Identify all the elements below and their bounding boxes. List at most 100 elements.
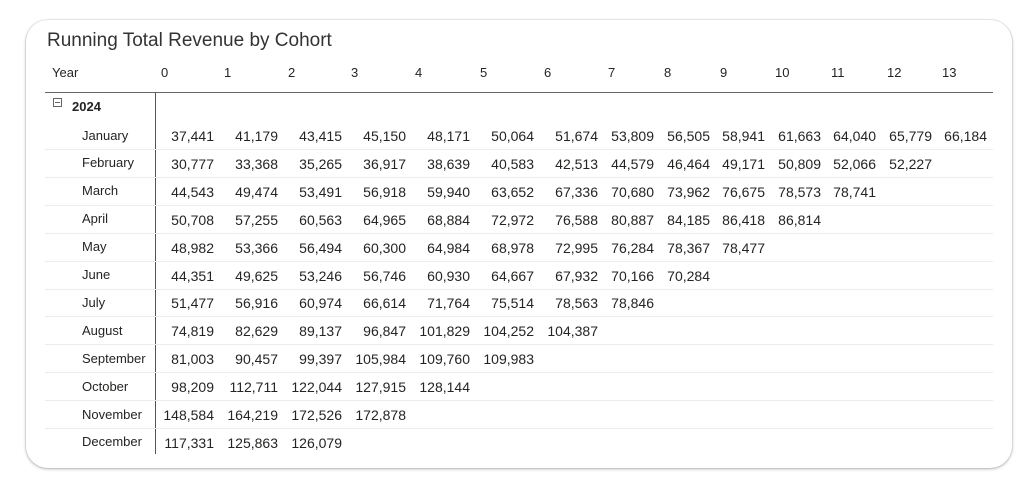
column-header-0[interactable]: 0 [161,65,169,80]
table-cell: 49,474 [235,183,278,200]
row-label-october[interactable]: October [82,378,129,394]
header-divider [45,92,993,93]
year-group-label[interactable]: 2024 [72,99,101,114]
table-cell: 81,003 [171,351,214,368]
table-cell: 56,916 [235,295,278,312]
table-cell: 50,064 [491,128,534,144]
table-cell: 35,265 [299,155,342,172]
column-header-12[interactable]: 12 [887,65,902,80]
table-cell: 78,367 [667,239,710,256]
row-label-december[interactable]: December [82,434,142,450]
table-cell: 30,777 [171,155,214,172]
table-cell: 78,846 [611,295,654,312]
table-cell: 90,457 [235,351,278,368]
table-cell: 56,746 [363,267,406,284]
column-header-11[interactable]: 11 [831,65,845,80]
table-cell: 66,184 [944,128,987,144]
table-cell: 70,680 [611,183,654,200]
table-cell: 72,995 [555,239,598,256]
row-header-label[interactable]: Year [52,65,79,80]
column-header-10[interactable]: 10 [775,65,790,80]
row-label-september[interactable]: September [82,350,146,366]
row-divider [45,316,993,318]
row-header-divider [155,93,156,454]
table-cell: 82,629 [235,323,278,340]
table-cell: 72,972 [491,211,534,228]
table-cell: 57,255 [235,211,278,228]
table-cell: 172,878 [355,407,406,423]
row-divider [45,260,993,262]
table-cell: 68,978 [491,239,534,256]
table-cell: 78,741 [833,183,876,200]
table-cell: 52,227 [889,155,932,172]
table-cell: 172,526 [291,407,342,423]
table-cell: 64,040 [833,128,876,144]
table-cell: 84,185 [667,211,710,228]
table-cell: 53,246 [299,267,342,284]
table-cell: 126,079 [291,434,342,451]
collapse-icon[interactable] [53,98,62,107]
table-cell: 128,144 [419,379,470,396]
table-cell: 58,941 [722,128,765,144]
table-cell: 51,674 [555,128,598,144]
row-label-february[interactable]: February [82,155,135,171]
column-header-4[interactable]: 4 [415,65,423,80]
table-cell: 43,415 [299,128,342,144]
table-cell: 74,819 [171,323,214,340]
table-cell: 112,711 [229,379,278,396]
table-cell: 64,965 [363,211,406,228]
table-cell: 36,917 [363,155,406,172]
row-divider [45,176,993,178]
column-header-6[interactable]: 6 [544,65,552,80]
table-cell: 49,625 [235,267,278,284]
table-cell: 46,464 [667,155,710,172]
table-cell: 109,760 [419,351,470,368]
row-label-june[interactable]: June [82,267,111,282]
column-header-1[interactable]: 1 [224,65,232,80]
table-cell: 44,579 [611,155,654,172]
column-header-7[interactable]: 7 [608,65,616,80]
column-header-3[interactable]: 3 [351,65,359,80]
table-cell: 67,336 [555,183,598,200]
table-cell: 117,331 [164,434,214,451]
table-cell: 104,252 [483,323,534,340]
table-cell: 33,368 [235,155,278,172]
table-cell: 51,477 [171,295,214,312]
row-divider [45,372,993,374]
table-cell: 63,652 [491,183,534,200]
row-label-may[interactable]: May [82,239,107,255]
row-divider [45,288,993,290]
row-label-april[interactable]: April [82,211,109,227]
column-header-8[interactable]: 8 [664,65,672,80]
table-cell: 78,573 [778,183,821,200]
table-cell: 44,351 [171,267,214,284]
table-cell: 99,397 [299,351,342,368]
row-label-november[interactable]: November [82,406,142,422]
row-label-january[interactable]: January [82,127,129,143]
row-divider [45,204,993,206]
table-cell: 67,932 [555,267,598,284]
row-label-march[interactable]: March [82,183,119,199]
table-cell: 70,284 [667,267,710,284]
table-card [26,20,1012,468]
table-cell: 37,441 [171,128,214,144]
column-header-2[interactable]: 2 [288,65,296,80]
table-cell: 60,563 [299,211,342,228]
row-label-july[interactable]: July [82,294,106,310]
column-header-5[interactable]: 5 [480,65,488,80]
table-cell: 50,708 [171,211,214,228]
table-cell: 50,809 [778,155,821,172]
table-cell: 104,387 [547,323,598,340]
table-cell: 53,491 [299,183,342,200]
table-cell: 64,984 [427,239,470,256]
column-header-9[interactable]: 9 [720,65,728,80]
row-label-august[interactable]: August [82,322,123,338]
table-cell: 127,915 [355,379,406,396]
table-cell: 76,284 [611,239,654,256]
table-cell: 105,984 [355,351,406,368]
table-cell: 109,983 [483,351,534,368]
column-header-13[interactable]: 13 [942,65,957,80]
table-cell: 56,918 [363,183,406,200]
table-cell: 125,863 [227,434,278,451]
table-cell: 101,829 [419,323,470,340]
